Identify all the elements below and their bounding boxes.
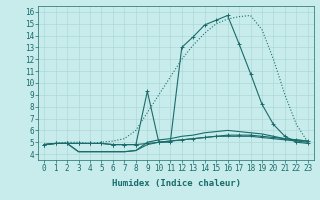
X-axis label: Humidex (Indice chaleur): Humidex (Indice chaleur) [111, 179, 241, 188]
